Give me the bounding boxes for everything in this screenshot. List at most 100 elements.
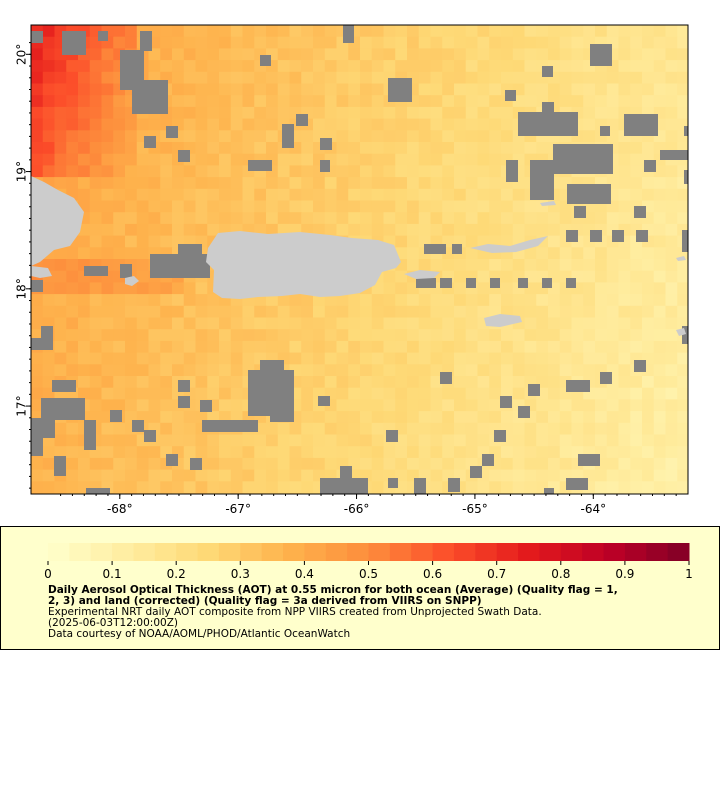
aot-cell <box>160 399 173 412</box>
aot-cell <box>207 188 220 202</box>
aot-cell <box>113 36 126 49</box>
aot-cell <box>677 434 688 447</box>
aot-cell <box>148 223 161 237</box>
aot-cell <box>536 457 549 471</box>
colorbar-step <box>347 543 369 561</box>
aot-cell <box>195 305 208 319</box>
aot-cell <box>665 294 678 307</box>
aot-cell <box>548 376 561 389</box>
aot-cell <box>653 165 667 178</box>
aot-cell <box>630 446 643 459</box>
aot-cell <box>54 305 67 319</box>
aot-cell <box>489 399 502 412</box>
aot-cell <box>313 212 326 225</box>
aot-cell <box>418 165 432 178</box>
aot-cell <box>207 153 220 166</box>
aot-cell <box>219 60 232 73</box>
aot-cell <box>42 352 56 365</box>
no-data-cell <box>41 398 85 420</box>
aot-cell <box>113 25 126 38</box>
aot-cell <box>207 305 220 319</box>
aot-cell <box>195 130 208 143</box>
aot-cell <box>395 411 408 424</box>
aot-cell <box>54 177 67 190</box>
aot-cell <box>207 223 220 237</box>
aot-cell <box>242 446 255 459</box>
aot-cell <box>348 118 361 131</box>
aot-cell <box>42 493 56 494</box>
aot-cell <box>89 177 103 190</box>
colorbar: 0 0.1 0.2 0.3 0.4 0.5 0.6 0.7 0.8 0.9 1 <box>44 543 693 581</box>
aot-cell <box>653 376 667 389</box>
no-data-cell <box>84 420 96 450</box>
aot-cell <box>160 48 173 61</box>
aot-cell <box>172 83 185 96</box>
aot-cell <box>536 411 549 424</box>
no-data-cell <box>600 126 610 136</box>
aot-cell <box>301 200 314 213</box>
aot-cell <box>277 165 291 178</box>
aot-cell <box>665 188 678 202</box>
aot-cell <box>418 60 432 73</box>
aot-cell <box>360 212 373 225</box>
aot-cell <box>101 71 114 85</box>
aot-cell <box>42 95 56 108</box>
no-data-cell <box>270 410 294 422</box>
colorbar-tick-label: 0.3 <box>231 567 250 581</box>
aot-cell <box>301 305 314 319</box>
aot-cell <box>313 223 326 237</box>
aot-cell <box>277 446 291 459</box>
aot-cell <box>465 71 479 85</box>
aot-cell <box>642 376 655 389</box>
aot-cell <box>559 446 573 459</box>
aot-cell <box>395 387 408 400</box>
aot-cell <box>230 142 244 155</box>
aot-cell <box>512 48 526 61</box>
aot-cell <box>266 188 279 202</box>
aot-cell <box>653 223 667 237</box>
y-tick-label: 17° <box>15 395 29 416</box>
aot-cell <box>136 294 150 307</box>
aot-cell <box>172 36 185 49</box>
aot-cell <box>289 153 302 166</box>
aot-cell <box>242 130 255 143</box>
aot-cell <box>371 25 385 38</box>
aot-cell <box>465 188 479 202</box>
aot-cell <box>677 130 688 143</box>
aot-cell <box>360 36 373 49</box>
aot-cell <box>548 387 561 400</box>
aot-cell <box>418 153 432 166</box>
no-data-cell <box>140 31 152 51</box>
aot-cell <box>454 200 467 213</box>
aot-cell <box>360 165 373 178</box>
aot-cell <box>559 259 573 272</box>
aot-cell <box>418 493 432 494</box>
aot-cell <box>665 469 678 482</box>
aot-cell <box>324 177 338 190</box>
aot-cell <box>536 364 549 377</box>
aot-cell <box>277 434 291 447</box>
aot-cell <box>465 247 479 260</box>
aot-cell <box>665 481 678 494</box>
aot-cell <box>125 399 138 412</box>
aot-cell <box>465 434 479 447</box>
aot-cell <box>266 469 279 482</box>
aot-cell <box>571 60 584 73</box>
aot-cell <box>219 305 232 319</box>
aot-cell <box>512 329 526 342</box>
aot-cell <box>630 71 643 85</box>
aot-cell <box>313 364 326 377</box>
aot-cell <box>336 177 349 190</box>
aot-cell <box>465 130 479 143</box>
aot-cell <box>407 364 420 377</box>
no-data-cell <box>566 478 588 490</box>
aot-cell <box>230 317 244 330</box>
aot-cell <box>324 60 338 73</box>
aot-cell <box>78 235 91 248</box>
aot-cell <box>501 71 514 85</box>
aot-cell <box>313 83 326 96</box>
aot-cell <box>242 25 255 38</box>
colorbar-step <box>603 543 626 561</box>
aot-cell <box>277 25 291 38</box>
aot-cell <box>418 329 432 342</box>
